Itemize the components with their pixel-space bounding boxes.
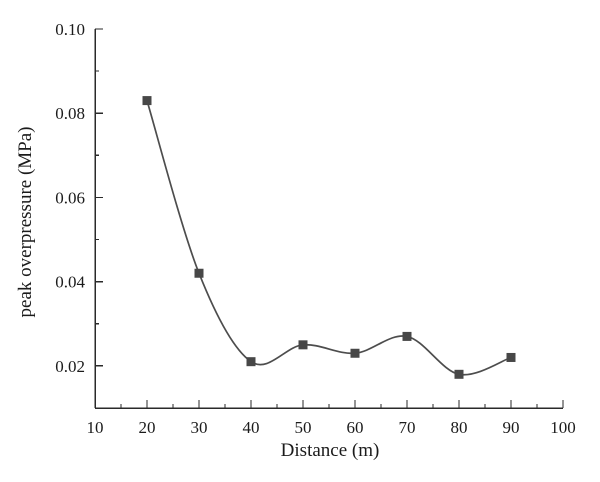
data-series-layer: [142, 96, 516, 379]
x-tick-label: 60: [347, 418, 364, 437]
data-point-marker: [246, 357, 256, 367]
y-tick-label: 0.04: [55, 273, 85, 292]
axes-layer: 10 20 30 40 50 60 70 80 90 100 0.02 0.04 0.06 0.08 0.1…: [55, 20, 576, 437]
data-point-marker: [298, 340, 308, 350]
data-point-marker: [506, 352, 516, 362]
y-tick-label: 0.08: [55, 104, 85, 123]
x-tick-label: 40: [243, 418, 260, 437]
data-point-marker: [402, 331, 412, 341]
data-point-marker: [350, 348, 360, 358]
y-tick-label: 0.02: [55, 357, 85, 376]
y-tick-label: 0.10: [55, 20, 85, 39]
y-tick-label: 0.06: [55, 188, 85, 207]
x-axis-title: Distance (m): [281, 440, 380, 461]
data-line: [146, 100, 512, 376]
x-tick-label: 90: [503, 418, 520, 437]
x-tick-label: 100: [550, 418, 576, 437]
x-tick-label: 50: [295, 418, 312, 437]
y-axis-title: peak overpressure (MPa): [15, 127, 36, 318]
data-point-marker: [142, 96, 152, 106]
data-point-marker: [454, 369, 464, 379]
data-point-marker: [194, 268, 204, 278]
x-tick-label: 20: [139, 418, 156, 437]
x-tick-label: 30: [191, 418, 208, 437]
x-tick-label: 70: [399, 418, 416, 437]
x-tick-label: 80: [451, 418, 468, 437]
x-tick-label: 10: [87, 418, 104, 437]
